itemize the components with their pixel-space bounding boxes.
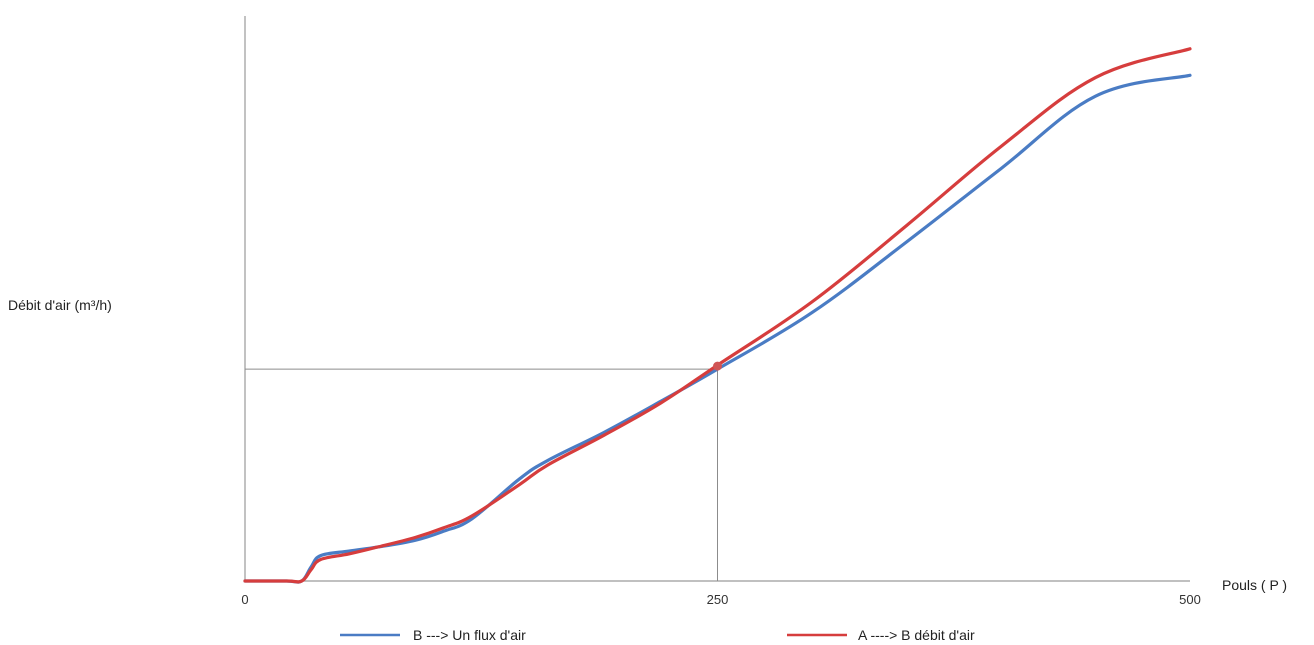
series-group xyxy=(243,47,1192,584)
legend-label-b: B ---> Un flux d'air xyxy=(413,627,526,643)
reference-point-marker xyxy=(713,361,722,371)
series-line-0 xyxy=(243,73,1192,584)
x-tick-label-0: 0 xyxy=(241,592,248,607)
x-tick-labels: 0 250 500 xyxy=(241,592,1200,607)
x-tick-label-500: 500 xyxy=(1179,592,1201,607)
series-line-1 xyxy=(243,47,1192,584)
x-axis-label: Pouls ( P ) xyxy=(1222,577,1287,593)
legend-label-a: A ----> B débit d'air xyxy=(858,627,975,643)
y-axis-label: Débit d'air (m³/h) xyxy=(8,297,112,313)
legend: B ---> Un flux d'air A ----> B débit d'a… xyxy=(340,627,975,643)
x-tick-label-250: 250 xyxy=(707,592,729,607)
